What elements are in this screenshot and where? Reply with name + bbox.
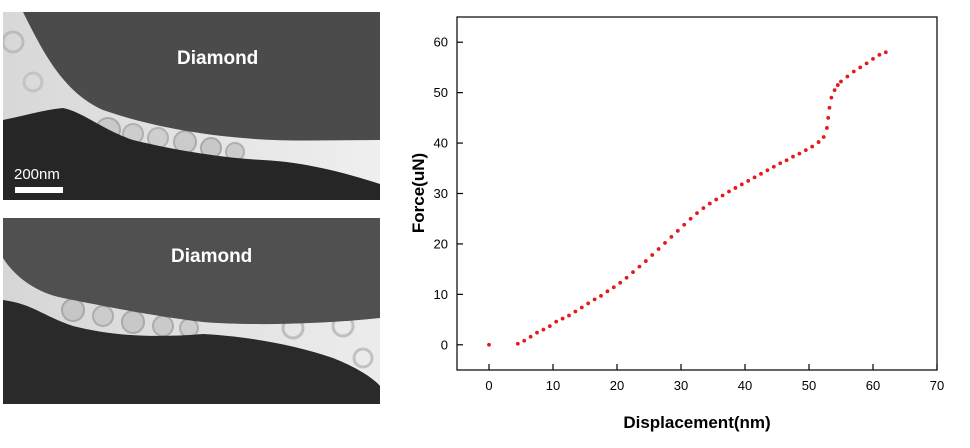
data-point bbox=[826, 115, 831, 120]
data-point bbox=[759, 171, 763, 176]
x-tick-label: 20 bbox=[610, 378, 624, 393]
data-point bbox=[733, 186, 738, 190]
x-tick-label: 0 bbox=[485, 378, 492, 393]
data-point bbox=[579, 305, 584, 310]
data-point bbox=[791, 154, 795, 159]
data-point bbox=[714, 197, 719, 202]
data-point bbox=[771, 164, 776, 169]
data-point bbox=[739, 182, 744, 187]
data-point bbox=[695, 211, 699, 216]
data-point bbox=[663, 241, 667, 245]
data-point bbox=[835, 83, 840, 87]
data-point bbox=[650, 253, 655, 257]
data-point bbox=[778, 161, 783, 166]
micrograph-bottom: Diamond bbox=[3, 218, 380, 404]
y-axis-ticks: 0 10 20 30 40 50 60 bbox=[434, 35, 463, 352]
data-point bbox=[624, 275, 629, 280]
y-tick-label: 40 bbox=[434, 136, 448, 151]
data-point bbox=[611, 285, 616, 290]
data-point bbox=[765, 168, 770, 173]
data-point bbox=[829, 95, 834, 100]
data-point bbox=[858, 65, 863, 70]
y-axis-title: Force(uN) bbox=[409, 153, 428, 233]
x-tick-label: 40 bbox=[738, 378, 752, 393]
data-point bbox=[592, 297, 597, 302]
data-point bbox=[720, 193, 725, 198]
data-point bbox=[707, 201, 712, 206]
data-point bbox=[528, 334, 533, 339]
data-point bbox=[605, 289, 610, 294]
x-axis-ticks: 0 10 20 30 40 50 60 70 bbox=[485, 364, 944, 393]
data-point bbox=[637, 264, 642, 269]
y-tick-label: 20 bbox=[434, 236, 448, 251]
y-tick-label: 0 bbox=[441, 337, 448, 352]
data-point bbox=[825, 126, 829, 130]
data-point bbox=[586, 301, 591, 306]
data-point bbox=[688, 216, 693, 221]
x-tick-label: 50 bbox=[802, 378, 816, 393]
micrograph-top-image bbox=[3, 12, 380, 200]
data-point bbox=[643, 259, 648, 263]
micrograph-bottom-label: Diamond bbox=[171, 246, 253, 267]
data-point bbox=[784, 158, 789, 163]
data-point bbox=[746, 178, 751, 183]
force-displacement-chart: 0 10 20 30 40 50 60 70 0 10 20 30 40 50 60 Displaceme… bbox=[409, 16, 944, 432]
data-point bbox=[515, 341, 520, 346]
data-point bbox=[675, 228, 680, 233]
data-point bbox=[810, 144, 815, 149]
x-axis-title: Displacement(nm) bbox=[623, 413, 770, 432]
data-point bbox=[669, 234, 674, 239]
data-point bbox=[851, 69, 856, 74]
data-point bbox=[522, 338, 527, 343]
data-point bbox=[682, 222, 687, 227]
x-tick-label: 10 bbox=[546, 378, 560, 393]
data-point bbox=[701, 206, 706, 211]
data-point bbox=[797, 151, 802, 156]
data-point bbox=[871, 56, 875, 61]
data-point bbox=[599, 293, 603, 298]
data-point bbox=[845, 74, 850, 79]
data-point bbox=[560, 316, 565, 321]
data-point bbox=[547, 324, 552, 329]
data-point bbox=[827, 105, 832, 110]
data-points bbox=[487, 50, 888, 347]
data-point bbox=[554, 319, 559, 324]
data-point bbox=[839, 79, 843, 84]
data-point bbox=[487, 342, 491, 347]
data-point bbox=[631, 270, 635, 275]
data-point bbox=[821, 135, 826, 139]
y-tick-label: 10 bbox=[434, 287, 448, 302]
data-point bbox=[656, 247, 661, 251]
data-point bbox=[567, 313, 571, 318]
x-tick-label: 30 bbox=[674, 378, 688, 393]
data-point bbox=[832, 88, 837, 93]
y-tick-label: 50 bbox=[434, 85, 448, 100]
micrograph-top-label: Diamond bbox=[177, 48, 259, 69]
y-tick-label: 60 bbox=[434, 35, 448, 50]
data-point bbox=[803, 148, 808, 153]
data-point bbox=[541, 327, 546, 332]
x-tick-label: 70 bbox=[930, 378, 944, 393]
scale-bar-label: 200nm bbox=[14, 166, 60, 183]
x-tick-label: 60 bbox=[866, 378, 880, 393]
data-point bbox=[816, 140, 821, 144]
data-point bbox=[877, 52, 882, 57]
data-point bbox=[727, 189, 731, 194]
data-point bbox=[535, 330, 539, 335]
micrograph-bottom-image bbox=[3, 218, 380, 404]
data-point bbox=[573, 309, 578, 314]
data-point bbox=[752, 175, 757, 180]
plot-frame bbox=[456, 16, 938, 371]
data-point bbox=[883, 50, 888, 55]
micrograph-top: Diamond 200nm bbox=[3, 12, 380, 200]
data-point bbox=[618, 280, 623, 285]
y-tick-label: 30 bbox=[434, 186, 448, 201]
data-point bbox=[864, 61, 869, 66]
